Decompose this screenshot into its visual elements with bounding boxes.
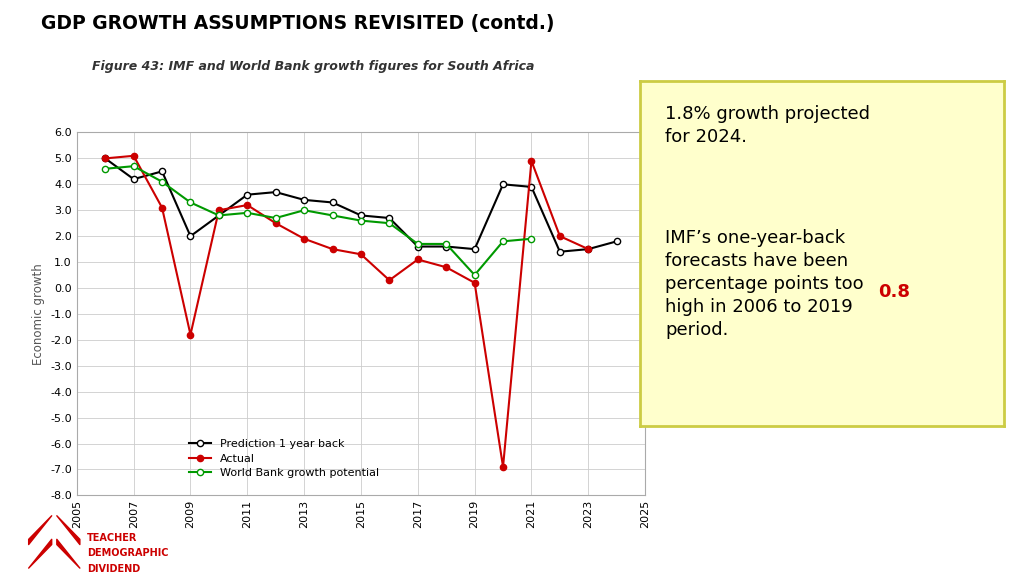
Y-axis label: Economic growth: Economic growth (32, 263, 45, 365)
Text: TEACHER: TEACHER (87, 533, 137, 543)
Text: Figure 43: IMF and World Bank growth figures for South Africa: Figure 43: IMF and World Bank growth fig… (92, 60, 535, 74)
Text: DIVIDEND: DIVIDEND (87, 564, 140, 574)
Text: 1.8% growth projected
for 2024.: 1.8% growth projected for 2024. (666, 105, 870, 146)
Legend: Prediction 1 year back, Actual, World Bank growth potential: Prediction 1 year back, Actual, World Ba… (184, 435, 384, 483)
Text: 0.8: 0.8 (879, 283, 910, 301)
Text: GDP GROWTH ASSUMPTIONS REVISITED (contd.): GDP GROWTH ASSUMPTIONS REVISITED (contd.… (41, 14, 554, 33)
Text: DEMOGRAPHIC: DEMOGRAPHIC (87, 548, 169, 558)
Text: IMF’s one-year-back
forecasts have been      
percentage points too
high in 2006: IMF’s one-year-back forecasts have been … (666, 229, 883, 339)
